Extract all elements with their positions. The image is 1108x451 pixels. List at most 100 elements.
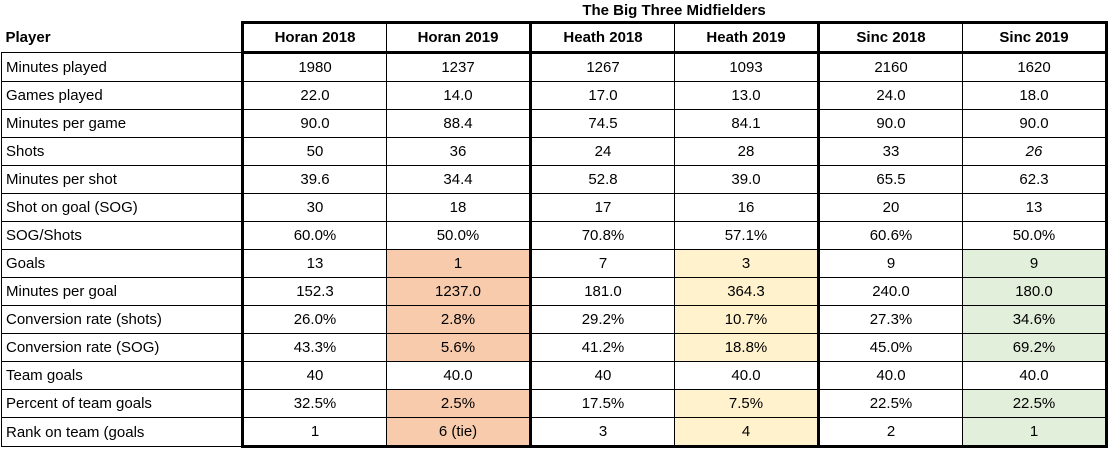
cell: 180.0 bbox=[962, 277, 1108, 306]
cell: 1267 bbox=[529, 52, 675, 82]
cell: 2 bbox=[817, 417, 963, 448]
cell: 36 bbox=[386, 137, 531, 166]
cell: 41.2% bbox=[529, 333, 675, 362]
table-row: Shots 50 36 24 28 33 26 bbox=[1, 137, 1108, 166]
cell: 2.8% bbox=[386, 305, 531, 334]
table-row: Conversion rate (SOG) 43.3% 5.6% 41.2% 18.8%… bbox=[1, 333, 1108, 362]
column-header-sinc-2018: Sinc 2018 bbox=[817, 21, 963, 54]
row-label: Team goals bbox=[1, 361, 243, 390]
cell: 16 bbox=[674, 193, 819, 222]
cell: 88.4 bbox=[386, 109, 531, 138]
table-row: Minutes played 1980 1237 1267 1093 2160 1620 bbox=[1, 52, 1108, 82]
cell: 13 bbox=[241, 249, 387, 278]
cell: 24.0 bbox=[817, 81, 963, 110]
header-row: Player Horan 2018 Horan 2019 Heath 2018 Hea… bbox=[1, 21, 1108, 54]
cell: 18 bbox=[386, 193, 531, 222]
row-label: Shot on goal (SOG) bbox=[1, 193, 243, 222]
cell: 30 bbox=[241, 193, 387, 222]
table-title: The Big Three Midfielders bbox=[582, 2, 766, 19]
cell: 90.0 bbox=[962, 109, 1108, 138]
table-row: Minutes per goal 152.3 1237.0 181.0 364.3 240… bbox=[1, 277, 1108, 306]
column-header-horan-2019: Horan 2019 bbox=[386, 21, 531, 54]
cell: 18.0 bbox=[962, 81, 1108, 110]
cell: 17 bbox=[529, 193, 675, 222]
column-header-heath-2018: Heath 2018 bbox=[529, 21, 675, 54]
cell: 1237 bbox=[386, 52, 531, 82]
cell: 1093 bbox=[674, 52, 819, 82]
row-label: Conversion rate (shots) bbox=[1, 305, 243, 334]
cell: 1 bbox=[962, 417, 1108, 448]
cell: 1 bbox=[386, 249, 531, 278]
cell: 5.6% bbox=[386, 333, 531, 362]
table-row: Percent of team goals 32.5% 2.5% 17.5% 7.5% 2… bbox=[1, 389, 1108, 418]
cell: 24 bbox=[529, 137, 675, 166]
cell: 1237.0 bbox=[386, 277, 531, 306]
cell: 74.5 bbox=[529, 109, 675, 138]
cell: 57.1% bbox=[674, 221, 819, 250]
column-header-heath-2019: Heath 2019 bbox=[674, 21, 819, 54]
row-label: Percent of team goals bbox=[1, 389, 243, 418]
row-label: Conversion rate (SOG) bbox=[1, 333, 243, 362]
cell: 65.5 bbox=[817, 165, 963, 194]
cell: 13.0 bbox=[674, 81, 819, 110]
row-label: Minutes per shot bbox=[1, 165, 243, 194]
table-row: Goals 13 1 7 3 9 9 bbox=[1, 249, 1108, 278]
row-label: Minutes per game bbox=[1, 109, 243, 138]
cell: 28 bbox=[674, 137, 819, 166]
cell: 22.5% bbox=[817, 389, 963, 418]
cell: 14.0 bbox=[386, 81, 531, 110]
cell: 62.3 bbox=[962, 165, 1108, 194]
cell: 40 bbox=[241, 361, 387, 390]
cell: 27.3% bbox=[817, 305, 963, 334]
cell: 1980 bbox=[241, 52, 387, 82]
cell: 34.4 bbox=[386, 165, 531, 194]
row-label: Games played bbox=[1, 81, 243, 110]
cell: 52.8 bbox=[529, 165, 675, 194]
cell: 40 bbox=[529, 361, 675, 390]
cell: 40.0 bbox=[817, 361, 963, 390]
table-row: Shot on goal (SOG) 30 18 17 16 20 13 bbox=[1, 193, 1108, 222]
cell: 40.0 bbox=[962, 361, 1108, 390]
cell: 13 bbox=[962, 193, 1108, 222]
cell: 40.0 bbox=[386, 361, 531, 390]
table-body: Minutes played 1980 1237 1267 1093 2160 1620 Ga… bbox=[1, 52, 1108, 448]
stats-table: Player Horan 2018 Horan 2019 Heath 2018 Hea… bbox=[1, 21, 1108, 448]
cell: 20 bbox=[817, 193, 963, 222]
cell: 1 bbox=[241, 417, 387, 448]
cell: 33 bbox=[817, 137, 963, 166]
cell: 9 bbox=[817, 249, 963, 278]
cell: 90.0 bbox=[817, 109, 963, 138]
cell: 26 bbox=[962, 137, 1108, 166]
cell: 10.7% bbox=[674, 305, 819, 334]
table-row: Games played 22.0 14.0 17.0 13.0 24.0 18.0 bbox=[1, 81, 1108, 110]
cell: 50.0% bbox=[386, 221, 531, 250]
cell: 181.0 bbox=[529, 277, 675, 306]
row-label: Minutes played bbox=[1, 52, 243, 82]
column-header-sinc-2019: Sinc 2019 bbox=[962, 21, 1108, 54]
row-label: Minutes per goal bbox=[1, 277, 243, 306]
row-label: Rank on team (goals bbox=[1, 417, 243, 447]
cell: 240.0 bbox=[817, 277, 963, 306]
cell: 6 (tie) bbox=[386, 417, 531, 448]
table-row: SOG/Shots 60.0% 50.0% 70.8% 57.1% 60.6% 50.0% bbox=[1, 221, 1108, 250]
cell: 39.6 bbox=[241, 165, 387, 194]
cell: 60.0% bbox=[241, 221, 387, 250]
table-row: Minutes per shot 39.6 34.4 52.8 39.0 65.5 62.3 bbox=[1, 165, 1108, 194]
table-row: Rank on team (goals 1 6 (tie) 3 4 2 1 bbox=[1, 417, 1108, 448]
cell: 50 bbox=[241, 137, 387, 166]
cell: 9 bbox=[962, 249, 1108, 278]
cell: 60.6% bbox=[817, 221, 963, 250]
cell: 84.1 bbox=[674, 109, 819, 138]
cell: 50.0% bbox=[962, 221, 1108, 250]
cell: 17.0 bbox=[529, 81, 675, 110]
cell: 152.3 bbox=[241, 277, 387, 306]
table-row: Conversion rate (shots) 26.0% 2.8% 29.2% 10.… bbox=[1, 305, 1108, 334]
cell: 4 bbox=[674, 417, 819, 448]
cell: 43.3% bbox=[241, 333, 387, 362]
cell: 17.5% bbox=[529, 389, 675, 418]
cell: 1620 bbox=[962, 52, 1108, 82]
cell: 7 bbox=[529, 249, 675, 278]
cell: 70.8% bbox=[529, 221, 675, 250]
cell: 26.0% bbox=[241, 305, 387, 334]
cell: 40.0 bbox=[674, 361, 819, 390]
